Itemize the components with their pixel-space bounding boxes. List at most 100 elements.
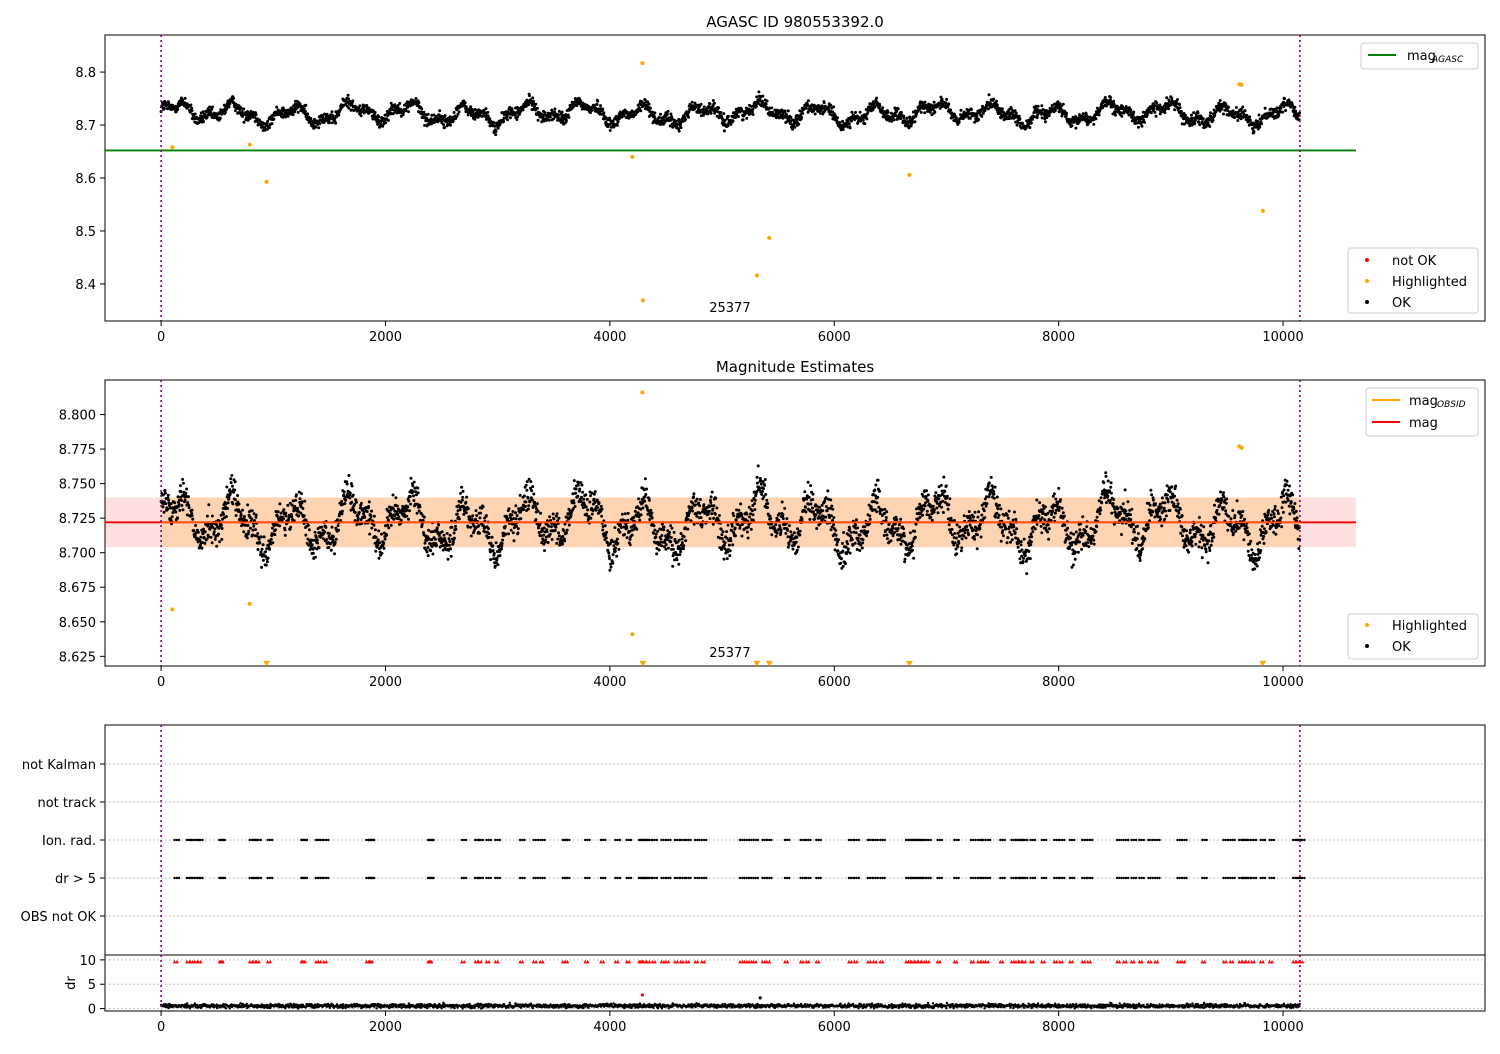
data-point-ok: [318, 546, 321, 549]
data-point-ok: [660, 544, 663, 547]
data-point-ok: [456, 513, 459, 516]
data-point-ok: [429, 549, 432, 552]
data-point-ok: [355, 501, 358, 504]
data-point-ok: [221, 527, 224, 530]
data-point-ok: [436, 527, 439, 530]
data-point-ok: [761, 490, 764, 493]
data-point-ok: [849, 126, 852, 129]
data-point-ok: [875, 97, 878, 100]
data-point-ok: [171, 511, 174, 514]
data-point-ok: [765, 103, 768, 106]
data-point-ok: [900, 111, 903, 114]
data-point-ok: [374, 528, 377, 531]
data-point-ok: [412, 494, 415, 497]
data-point-ok: [770, 533, 773, 536]
data-point-ok: [726, 557, 729, 560]
data-point-ok: [692, 492, 695, 495]
data-point-highlighted: [767, 236, 771, 240]
data-point-ok: [387, 119, 390, 122]
data-point-ok: [437, 524, 440, 527]
legend-subscript: AGASC: [1431, 55, 1464, 65]
data-point-ok: [238, 503, 241, 506]
data-point-ok: [543, 549, 546, 552]
data-point-ok: [525, 489, 528, 492]
data-point-ok: [1209, 111, 1212, 114]
data-point-ok: [995, 100, 998, 103]
data-point-ok: [731, 525, 734, 528]
data-point-highlighted: [265, 180, 269, 184]
y-tick-label: 8.775: [59, 443, 96, 458]
data-point-ok: [737, 509, 740, 512]
data-point-ok: [677, 563, 680, 566]
data-point-ok: [829, 104, 832, 107]
data-point-ok: [713, 102, 716, 105]
data-point-ok: [552, 517, 555, 520]
x-tick-label: 0: [157, 675, 165, 690]
data-point-ok: [567, 116, 570, 119]
data-point-ok: [750, 528, 753, 531]
data-point-ok: [766, 100, 769, 103]
data-point-ok: [673, 531, 676, 534]
data-point-ok: [317, 126, 320, 129]
data-point-ok: [163, 511, 166, 514]
data-point-ok: [671, 565, 674, 568]
data-point-ok: [679, 550, 682, 553]
data-point-ok: [330, 549, 333, 552]
data-point-ok: [323, 530, 326, 533]
data-point-ok: [977, 118, 980, 121]
data-point-ok: [1219, 99, 1222, 102]
data-point-ok: [859, 111, 862, 114]
data-point-ok: [332, 535, 335, 538]
data-point-ok: [908, 116, 911, 119]
data-point-ok: [203, 542, 206, 545]
data-point-ok: [510, 513, 513, 516]
data-point-ok: [502, 120, 505, 123]
data-point-ok: [862, 119, 865, 122]
data-point-ok: [217, 533, 220, 536]
data-point-ok: [390, 524, 393, 527]
data-point-ok: [517, 527, 520, 530]
data-point-ok: [191, 109, 194, 112]
data-point-ok: [728, 554, 731, 557]
data-point-ok: [412, 499, 415, 502]
data-point-ok: [632, 516, 635, 519]
data-point-ok: [252, 525, 255, 528]
data-point-ok: [548, 119, 551, 122]
data-point-ok: [531, 498, 534, 501]
data-point-ok: [308, 528, 311, 531]
data-point-ok: [501, 542, 504, 545]
data-point-ok: [506, 118, 509, 121]
data-point-ok: [420, 107, 423, 110]
data-point-ok: [660, 534, 663, 537]
data-point-ok: [398, 102, 401, 105]
data-point-ok: [184, 499, 187, 502]
data-point-ok: [301, 507, 304, 510]
y-tick-label: 8.7: [75, 119, 96, 134]
data-point-ok: [417, 101, 420, 104]
data-point-ok: [649, 509, 652, 512]
data-point-ok: [757, 464, 760, 467]
data-point-ok: [589, 494, 592, 497]
x-tick-label: 4000: [593, 675, 626, 690]
data-point-ok: [351, 99, 354, 102]
data-point-ok: [427, 554, 430, 557]
data-point-ok: [167, 494, 170, 497]
data-point-ok: [653, 529, 656, 532]
data-point-ok: [1112, 100, 1115, 103]
data-point-ok: [1095, 117, 1098, 120]
data-point-ok: [1260, 122, 1263, 125]
data-point-ok: [331, 121, 334, 124]
data-point-ok: [348, 497, 351, 500]
data-point-ok: [1114, 114, 1117, 117]
data-point-ok: [378, 541, 381, 544]
data-point-ok: [667, 547, 670, 550]
data-point-ok: [1109, 96, 1112, 99]
data-point-ok: [566, 529, 569, 532]
data-point-ok: [1082, 112, 1085, 115]
obsid-label: 25377: [709, 301, 750, 316]
data-point-ok: [374, 550, 377, 553]
data-point-ok: [695, 515, 698, 518]
data-point-ok: [709, 517, 712, 520]
data-point-ok: [291, 504, 294, 507]
